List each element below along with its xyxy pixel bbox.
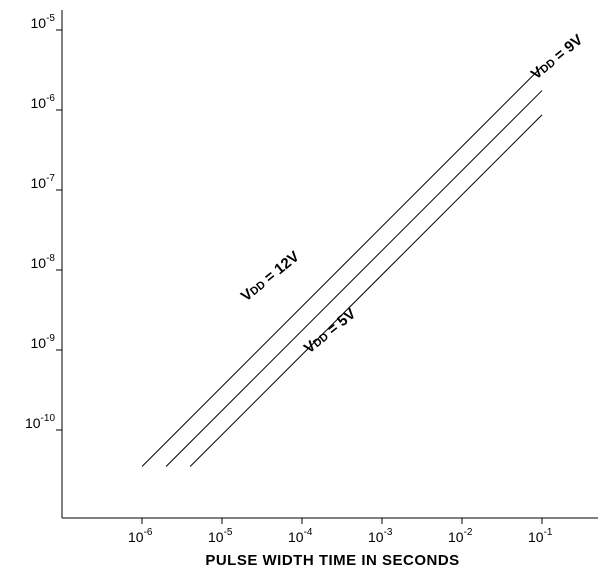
series-label-2: VDD = 5V	[301, 305, 359, 357]
y-tick-label: 10-5	[31, 13, 56, 31]
y-tick-label: 10-8	[31, 253, 56, 271]
x-tick-label: 10-3	[368, 527, 393, 545]
y-tick-label: 10-9	[31, 333, 56, 351]
series-labels: VDD = 12V VDD = 9V VDD = 5V	[238, 31, 586, 357]
axes	[61, 10, 598, 519]
x-axis-label: PULSE WIDTH TIME IN SECONDS	[205, 552, 460, 569]
series-line-0	[141, 66, 543, 467]
x-tick-label: 10-4	[288, 527, 313, 545]
ticks: 10-6 10-5 10-4 10-3 10-2 10-1 10-5 10-6 10-7 10-8…	[25, 13, 553, 545]
series-lines	[141, 66, 543, 467]
series-line-2	[189, 114, 543, 467]
y-tick-label: 10-6	[31, 93, 56, 111]
x-tick-label: 10-2	[448, 527, 473, 545]
x-tick-label: 10-6	[128, 527, 153, 545]
x-tick-label: 10-1	[528, 527, 553, 545]
series-label-0: VDD = 12V	[238, 248, 303, 305]
y-tick-label: 10-10	[25, 413, 55, 431]
series-label-1: VDD = 9V	[528, 31, 586, 83]
x-tick-label: 10-5	[208, 527, 233, 545]
series-line-1	[165, 90, 543, 467]
y-tick-label: 10-7	[31, 173, 56, 191]
